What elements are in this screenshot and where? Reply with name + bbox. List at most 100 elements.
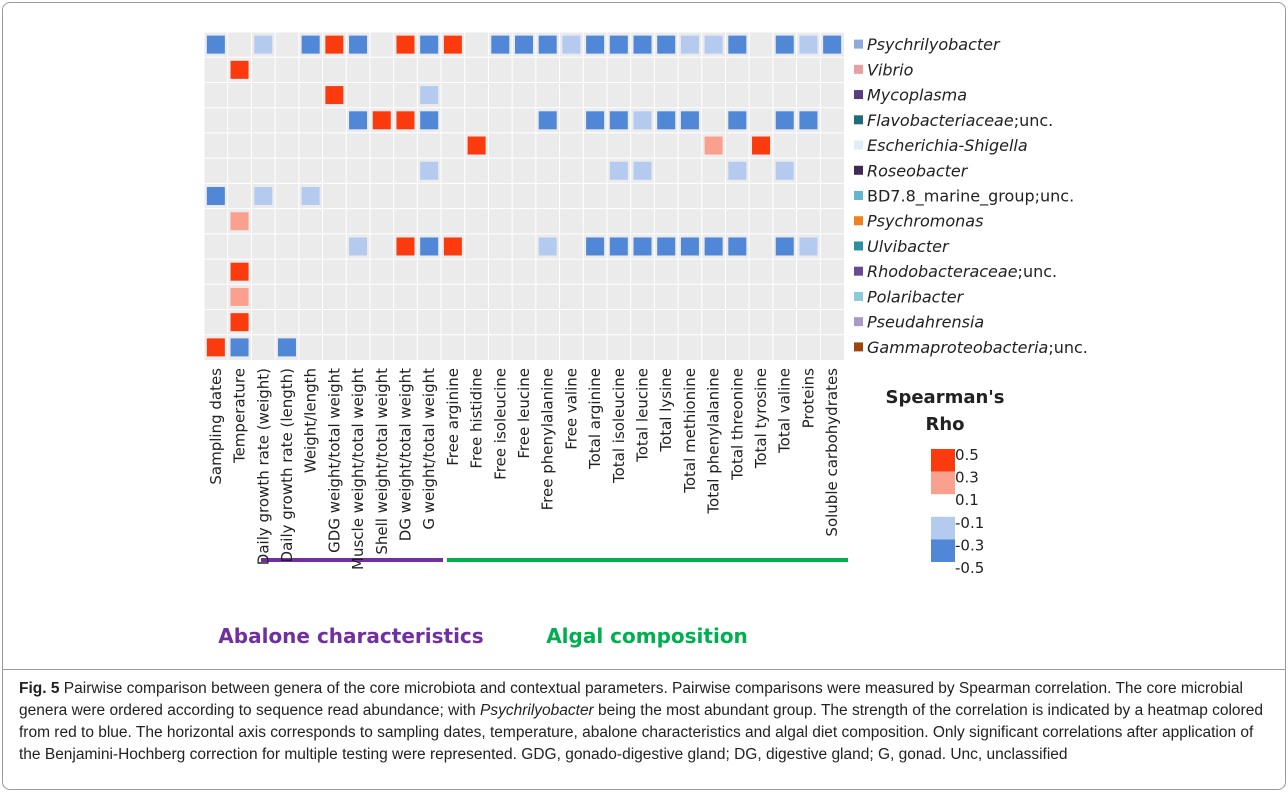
row-label-part: ;unc.: [1048, 338, 1088, 357]
column-label: Total threonine: [728, 368, 746, 481]
column-label: Weight/length: [302, 368, 320, 473]
row-label-part: Mycoplasma: [867, 86, 967, 105]
legend-tick-label: 0.3: [955, 469, 979, 487]
heatmap-cell: [799, 111, 818, 130]
row-label: Psychrilyobacter: [867, 35, 1001, 54]
heatmap-cell: [680, 35, 699, 54]
caption: Fig. 5 Pairwise comparison between gener…: [3, 669, 1285, 766]
heatmap-cell: [775, 161, 794, 180]
row-label: Ulvibacter: [867, 237, 950, 256]
legend-tick-label: -0.1: [955, 514, 984, 532]
heatmap-cell: [752, 136, 771, 155]
row-swatch: [854, 140, 863, 150]
row-label: Pseudahrensia: [867, 313, 984, 332]
row-label: Vibrio: [867, 60, 914, 79]
heatmap-cell: [609, 161, 628, 180]
legend-swatch: [931, 539, 955, 562]
row-swatch: [854, 317, 863, 327]
legend-tick-label: 0.1: [955, 491, 979, 509]
heatmap-cell: [775, 111, 794, 130]
heatmap-cell: [396, 35, 415, 54]
row-swatch: [854, 115, 863, 125]
row-label: Gammaproteobacteria;unc.: [867, 338, 1088, 357]
heatmap-cell: [633, 237, 652, 256]
heatmap-cell: [254, 187, 273, 205]
column-label: Muscle weight/total weight: [349, 368, 367, 570]
row-label: Mycoplasma: [867, 86, 967, 105]
row-label-part: Roseobacter: [867, 161, 969, 180]
caption-part: Psychrilyobacter: [480, 702, 594, 719]
heatmap-cell: [586, 237, 605, 256]
heatmap-cell: [680, 237, 699, 256]
heatmap-cell: [633, 35, 652, 54]
caption-part: being the most abundant group. The stren…: [19, 702, 1263, 763]
heatmap-cell: [349, 237, 368, 256]
heatmap-cell: [586, 111, 605, 130]
legend-tick-label: -0.5: [955, 559, 984, 577]
heatmap-cell: [349, 111, 368, 130]
column-label: GDG weight/total weight: [325, 368, 343, 553]
legend-title: Spearman's: [885, 387, 1004, 408]
heatmap-cell: [301, 35, 320, 54]
heatmap-cell: [443, 35, 462, 54]
row-label-part: Ulvibacter: [867, 237, 950, 256]
column-label: Temperature: [231, 368, 249, 464]
heatmap-cell: [206, 35, 225, 54]
column-label: Sampling dates: [207, 368, 225, 485]
heatmap-cell: [657, 111, 676, 130]
heatmap-cell: [277, 338, 296, 357]
heatmap-cell: [443, 237, 462, 256]
column-label: G weight/total weight: [420, 368, 438, 530]
heatmap-cell: [799, 237, 818, 256]
heatmap-cell: [301, 187, 320, 205]
chart: Sampling dates Temperature Daily growth ra…: [203, 31, 1088, 648]
heatmap-cell: [420, 237, 439, 256]
heatmap-cell: [230, 262, 249, 281]
row-label-part: ;unc.: [1014, 111, 1054, 130]
row-swatch: [854, 165, 863, 175]
heatmap-cell: [704, 136, 723, 155]
column-label: Free histidine: [468, 368, 486, 469]
row-label: Escherichia-Shigella: [867, 136, 1028, 155]
heatmap-cell: [206, 338, 225, 357]
column-label: Total valine: [776, 368, 794, 454]
row-label-part: BD7.8_marine_group;unc.: [867, 187, 1074, 207]
column-label: Free valine: [562, 368, 580, 450]
column-label: Total lysine: [657, 368, 675, 453]
row-label: Flavobacteriaceae;unc.: [867, 111, 1053, 130]
legend-swatch: [931, 449, 955, 472]
caption-part: Fig. 5: [19, 680, 60, 697]
legend-swatch: [931, 471, 955, 495]
row-swatch: [854, 266, 863, 276]
heatmap-cell: [609, 237, 628, 256]
heatmap-cell: [728, 35, 747, 54]
heatmap-cell: [349, 35, 368, 54]
row-swatch: [854, 241, 863, 251]
caption-part: Pairwise comparison between genera of th…: [19, 680, 1243, 719]
row-label: Psychromonas: [867, 212, 983, 231]
heatmap-cell: [230, 212, 249, 231]
heatmap-cell: [206, 187, 225, 205]
heatmap-cell: [633, 111, 652, 130]
heatmap-cell: [538, 237, 557, 256]
row-swatch: [854, 191, 863, 200]
heatmap-cell: [562, 35, 581, 54]
heatmap-cell: [254, 35, 273, 54]
heatmap-cell: [657, 237, 676, 256]
row-swatch: [854, 90, 863, 100]
heatmap-cell: [609, 35, 628, 54]
row-swatch: [854, 216, 863, 226]
heatmap-cell: [609, 111, 628, 130]
heatmap-cell: [467, 136, 486, 155]
row-label-part: Psychromonas: [867, 212, 983, 231]
heatmap-cell: [420, 111, 439, 130]
row-swatch: [854, 39, 863, 49]
heatmap-cell: [775, 237, 794, 256]
heatmap-cell: [230, 338, 249, 357]
row-label-part: Flavobacteriaceae: [867, 111, 1014, 130]
heatmap-cell: [420, 86, 439, 105]
heatmap-cell: [491, 35, 510, 54]
column-label: Daily growth rate (length): [278, 368, 296, 562]
column-label: Free isoleucine: [491, 368, 509, 480]
row-label-part: Psychrilyobacter: [867, 35, 1001, 54]
